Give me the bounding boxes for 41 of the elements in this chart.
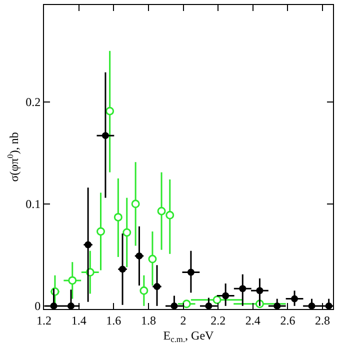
point [67, 302, 74, 310]
point [170, 302, 178, 310]
point [308, 302, 316, 310]
point [148, 254, 157, 264]
point [274, 302, 281, 310]
y-tick-label: 0.2 [26, 95, 41, 110]
point [122, 228, 132, 237]
point [131, 200, 140, 208]
point [84, 241, 92, 248]
x-tick-label: 1.8 [140, 313, 156, 328]
point [166, 210, 174, 220]
point [291, 295, 298, 302]
x-tick-label: 2.8 [315, 313, 330, 328]
x-tick-label: 1.4 [71, 313, 86, 328]
point [182, 300, 191, 308]
x-tick-label: 1.2 [36, 313, 52, 328]
point [119, 266, 126, 273]
point [114, 212, 122, 222]
point [212, 296, 222, 304]
point [222, 292, 230, 300]
point [96, 227, 106, 236]
y-tick-label: 0.1 [26, 197, 41, 212]
x-tick-label: 2.2 [210, 313, 226, 328]
point [239, 285, 246, 292]
y-tick-label: 0 [34, 299, 41, 314]
point [106, 106, 114, 116]
x-tick-label: 1.6 [106, 313, 122, 328]
point [68, 276, 77, 285]
point [136, 252, 143, 260]
point [153, 283, 160, 290]
x-tick-label: 2 [180, 313, 186, 328]
x-tick-label: 2.6 [280, 313, 296, 328]
x-axis-title: E$_{c.m.}$, GeV [163, 328, 214, 344]
point [50, 302, 58, 310]
point [140, 286, 148, 295]
x-tick-label: 2.4 [245, 313, 260, 328]
point [102, 132, 109, 140]
point [205, 302, 212, 310]
point [256, 287, 264, 294]
point [157, 206, 166, 216]
point [187, 268, 194, 276]
